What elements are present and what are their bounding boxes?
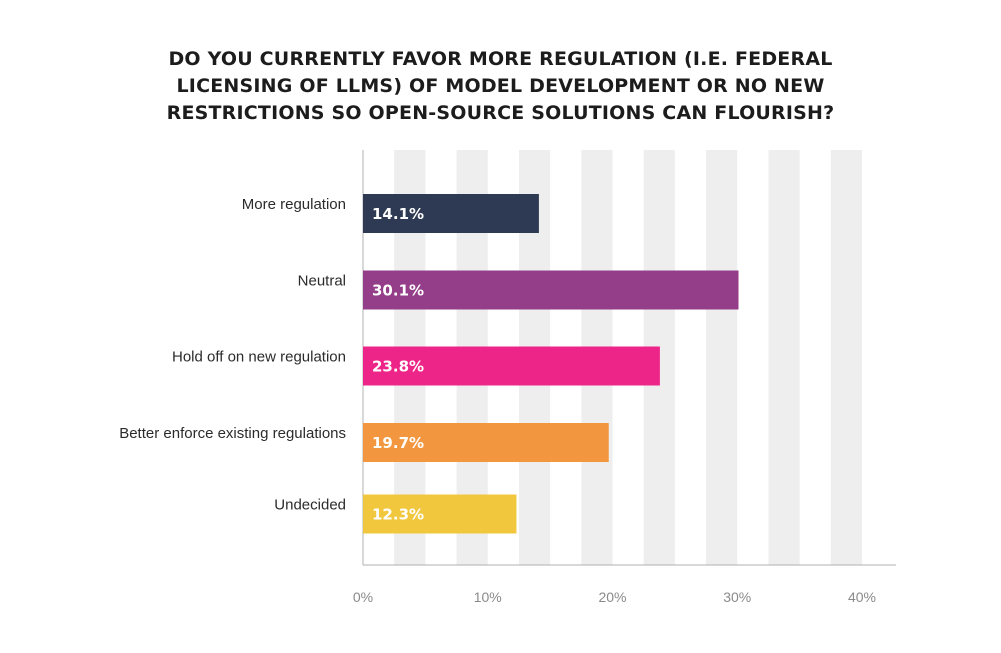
grid-band (830, 150, 862, 565)
category-label-1: More regulation (242, 196, 346, 213)
chart-title-line-1: DO YOU CURRENTLY FAVOR MORE REGULATION (… (168, 48, 833, 70)
bar-5 (363, 494, 517, 534)
bar-3 (363, 346, 660, 386)
chart-title-line-3: RESTRICTIONS SO OPEN-SOURCE SOLUTIONS CA… (166, 102, 835, 124)
x-tick-label-20: 20% (598, 589, 626, 605)
data-label-2: 30.1% (372, 282, 424, 300)
x-tick-label-10: 10% (474, 589, 502, 605)
x-tick-label-0: 0% (353, 589, 373, 605)
category-label-2: Neutral (298, 273, 346, 290)
x-tick-label-40: 40% (848, 589, 876, 605)
x-tick-label-30: 30% (723, 589, 751, 605)
category-label-3: Hold off on new regulation (172, 349, 346, 366)
bar-4 (363, 423, 609, 462)
data-label-4: 19.7% (372, 434, 424, 452)
category-label-5: Undecided (274, 497, 346, 514)
chart-title: DO YOU CURRENTLY FAVOR MORE REGULATION (… (0, 46, 1001, 127)
grid-band (706, 150, 738, 565)
bar-1 (363, 194, 539, 233)
chart-title-line-2: LICENSING OF LLMS) OF MODEL DEVELOPMENT … (176, 75, 825, 97)
data-label-1: 14.1% (372, 205, 424, 223)
category-label-4: Better enforce existing regulations (119, 425, 346, 442)
data-label-5: 12.3% (372, 506, 424, 524)
bar-2 (363, 270, 739, 310)
grid-band (768, 150, 800, 565)
data-label-3: 23.8% (372, 358, 424, 376)
